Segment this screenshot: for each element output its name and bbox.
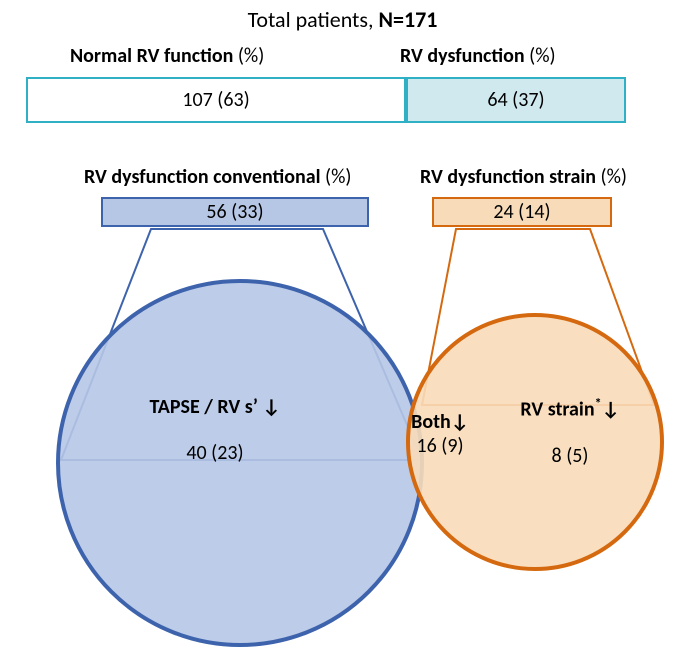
venn-left-label: TAPSE / RV s’ ↓ 40 (23) <box>110 395 320 465</box>
venn-center-label: Both↓ 16 (9) <box>405 410 475 458</box>
venn-center-value: 16 (9) <box>416 434 463 458</box>
venn-right-label: RV strain*↓ 8 (5) <box>490 395 650 468</box>
venn-right-value: 8 (5) <box>552 444 589 468</box>
venn-svg <box>0 0 685 654</box>
venn-left-value: 40 (23) <box>186 441 243 465</box>
